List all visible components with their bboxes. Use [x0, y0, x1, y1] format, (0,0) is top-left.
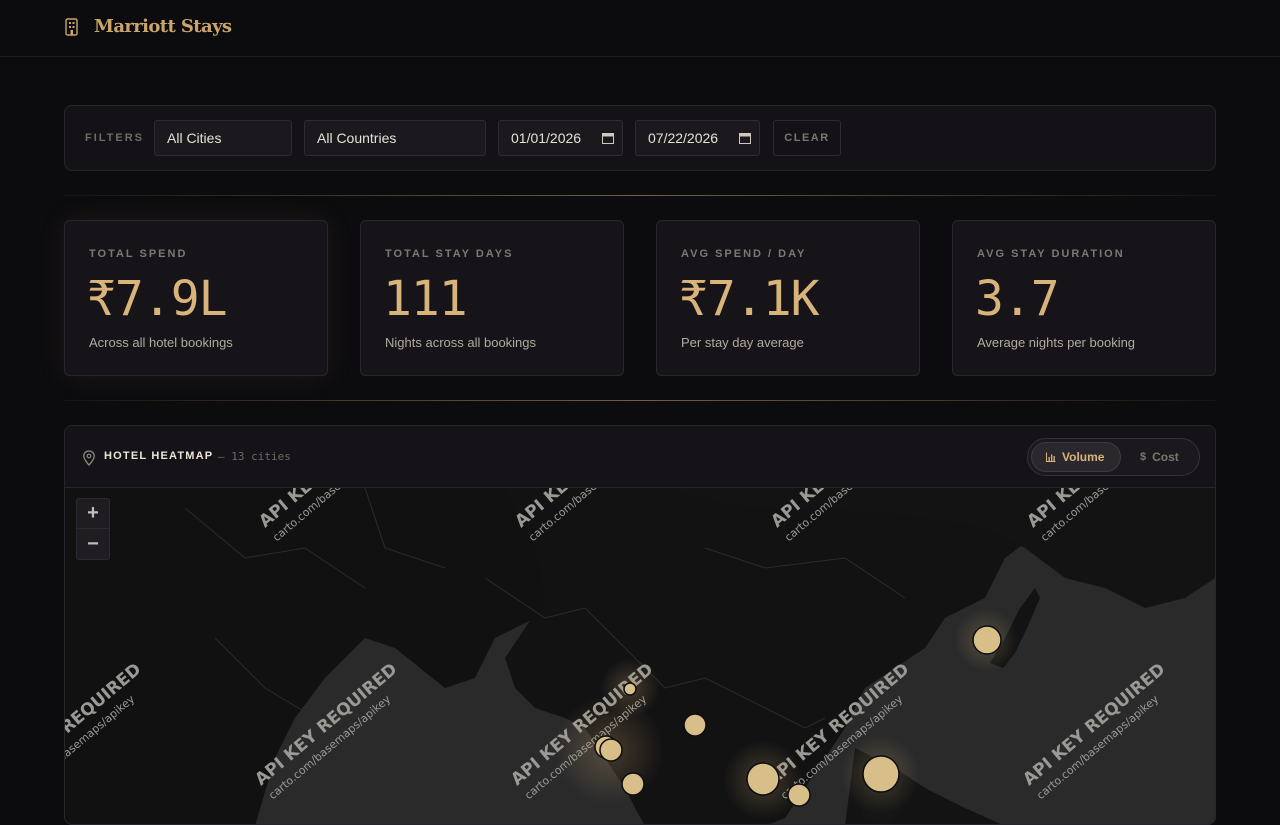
city-select-value: All Cities	[167, 130, 222, 146]
volume-mode-button[interactable]: Volume	[1031, 442, 1121, 472]
brand[interactable]: Marriott Stays	[64, 16, 232, 37]
app-header: Marriott Stays	[0, 0, 1280, 57]
city-bubble	[746, 762, 780, 796]
divider	[64, 400, 1216, 401]
stat-subtitle: Per stay day average	[681, 335, 804, 350]
stat-label: AVG STAY DURATION	[977, 248, 1125, 260]
city-bubble	[683, 713, 707, 737]
hotel-heatmap-panel: HOTEL HEATMAP — 13 cities Volume $ Cost	[64, 425, 1216, 825]
stat-card-avg-stay-duration: AVG STAY DURATION 3.7 Average nights per…	[952, 220, 1216, 376]
zoom-control: + −	[76, 498, 110, 560]
stat-card-total-spend: TOTAL SPEND ₹7.9L Across all hotel booki…	[64, 220, 328, 376]
dollar-icon: $	[1140, 451, 1147, 463]
city-bubble	[623, 682, 637, 696]
clear-filters-button[interactable]: CLEAR	[773, 120, 841, 156]
city-count: — 13 cities	[218, 450, 291, 463]
app-title: Marriott Stays	[94, 16, 232, 37]
map-mode-toggle: Volume $ Cost	[1027, 438, 1200, 476]
bar-chart-icon	[1046, 452, 1056, 462]
zoom-in-button[interactable]: +	[77, 499, 109, 529]
map-canvas[interactable]: API KEY REQUIREDcarto.com/basemaps/apike…	[65, 488, 1216, 825]
city-select[interactable]: All Cities	[154, 120, 292, 156]
map-header: HOTEL HEATMAP — 13 cities Volume $ Cost	[65, 426, 1215, 488]
city-bubble	[599, 738, 623, 762]
stat-subtitle: Average nights per booking	[977, 335, 1136, 350]
map-title: HOTEL HEATMAP	[104, 450, 214, 462]
calendar-icon[interactable]	[602, 132, 614, 144]
hotel-building-icon	[65, 17, 78, 36]
city-bubble	[787, 783, 811, 807]
stat-value: 111	[383, 271, 468, 327]
city-bubble	[621, 772, 645, 796]
map-pin-icon	[83, 450, 95, 466]
stat-card-avg-spend-day: AVG SPEND / DAY ₹7.1K Per stay day avera…	[656, 220, 920, 376]
country-select[interactable]: All Countries	[304, 120, 486, 156]
stat-value: 3.7	[975, 271, 1060, 327]
city-bubble	[972, 625, 1002, 655]
date-to-value: 07/22/2026	[648, 130, 719, 146]
cost-mode-label: Cost	[1152, 450, 1179, 464]
stat-subtitle: Across all hotel bookings	[89, 335, 233, 350]
volume-mode-label: Volume	[1062, 450, 1105, 464]
date-from-value: 01/01/2026	[511, 130, 582, 146]
date-to-input[interactable]: 07/22/2026	[635, 120, 760, 156]
stat-value: ₹7.1K	[679, 271, 819, 327]
cost-mode-button[interactable]: $ Cost	[1126, 442, 1198, 472]
city-bubble	[862, 755, 900, 793]
stat-label: TOTAL STAY DAYS	[385, 248, 514, 260]
stat-value: ₹7.9L	[87, 271, 227, 327]
country-select-value: All Countries	[317, 130, 397, 146]
stat-label: TOTAL SPEND	[89, 248, 188, 260]
stat-card-total-stay-days: TOTAL STAY DAYS 111 Nights across all bo…	[360, 220, 624, 376]
filters-label: FILTERS	[85, 132, 145, 144]
divider	[64, 195, 1216, 196]
calendar-icon[interactable]	[739, 132, 751, 144]
stat-subtitle: Nights across all bookings	[385, 335, 537, 350]
date-from-input[interactable]: 01/01/2026	[498, 120, 623, 156]
landmass-north-asia	[665, 488, 1215, 608]
stat-label: AVG SPEND / DAY	[681, 248, 807, 260]
filters-bar: FILTERS All Cities All Countries 01/01/2…	[64, 105, 1216, 171]
zoom-out-button[interactable]: −	[87, 532, 99, 555]
